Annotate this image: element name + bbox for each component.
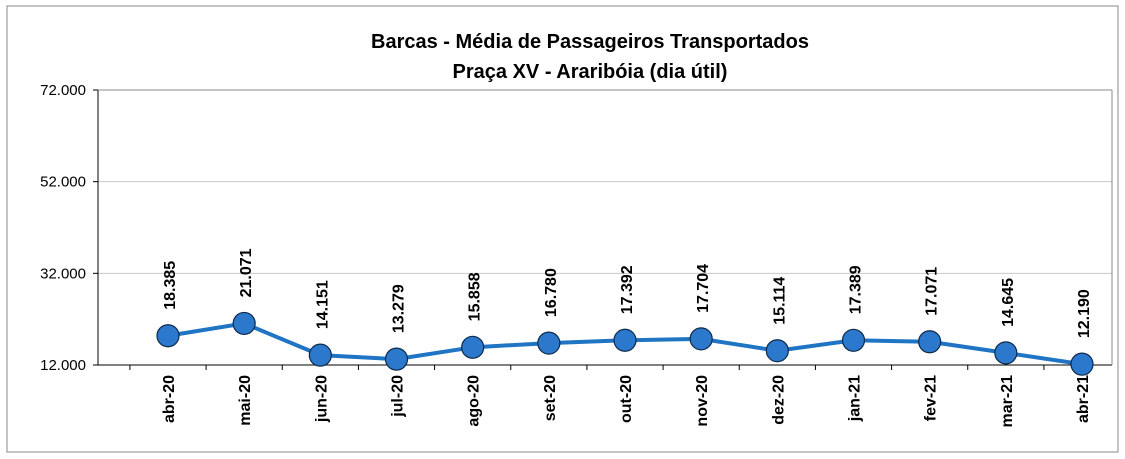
data-label: 17.704 [695,264,712,313]
data-label: 13.279 [391,284,408,333]
x-tick-label: dez-20 [770,375,787,425]
data-point [765,339,789,363]
data-label: 14.645 [1000,278,1017,327]
data-label: 15.858 [467,272,484,321]
data-point [232,311,256,336]
data-label: 17.389 [848,265,865,314]
x-tick-label: jun-20 [313,375,330,423]
data-point [537,331,561,355]
data-point [994,341,1018,365]
x-tick-label: fev-21 [923,375,940,421]
x-tick-label: out-20 [618,375,635,423]
y-tick-label: 52.000 [40,174,86,191]
y-tick-label: 72.000 [40,82,86,99]
data-label: 21.071 [238,248,255,297]
x-tick-label: nov-20 [694,375,711,427]
data-label: 15.114 [771,277,788,325]
data-point [384,347,409,371]
data-label: 14.151 [314,280,331,329]
data-point [689,327,713,351]
data-point [918,330,942,354]
chart-title: Barcas - Média de Passageiros Transporta… [371,31,809,53]
y-tick-label: 32.000 [40,265,86,282]
y-tick-label: 12.000 [40,357,86,374]
data-point [461,335,485,359]
x-tick-label: mar-21 [999,375,1016,428]
data-label: 17.071 [924,267,941,316]
data-point [613,328,637,352]
data-label: 16.780 [543,268,560,317]
x-tick-label: set-20 [542,375,559,421]
data-point [1070,352,1094,376]
data-point [841,328,866,352]
data-label: 12.190 [1076,289,1093,338]
data-point [156,324,180,348]
x-tick-label: abr-21 [1075,375,1092,423]
data-point [308,343,332,367]
chart-frame [6,5,1119,453]
x-tick-label: abr-20 [161,375,178,423]
x-tick-label: jul-20 [390,375,407,418]
x-tick-label: ago-20 [466,375,483,427]
chart-subtitle: Praça XV - Araribóia (dia útil) [453,61,728,83]
data-label: 17.392 [619,265,636,314]
x-tick-label: jan-21 [847,375,864,422]
data-label: 18.385 [162,261,179,310]
x-tick-label: mai-20 [237,375,254,426]
